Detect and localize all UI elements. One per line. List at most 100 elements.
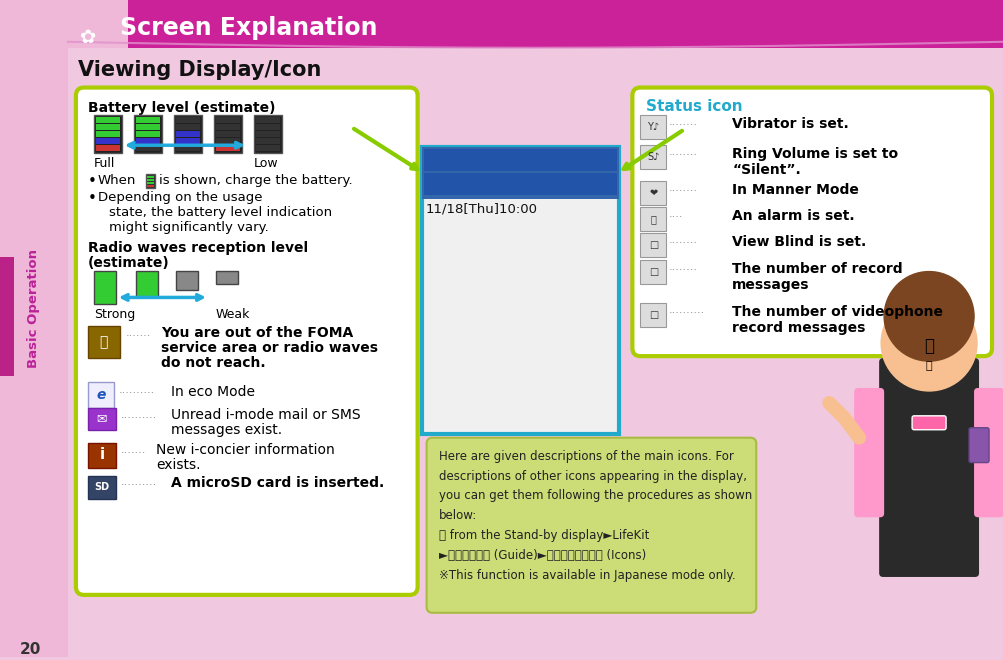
FancyBboxPatch shape	[973, 388, 1003, 517]
Bar	[640, 304, 666, 327]
Bar	[216, 117, 240, 123]
Text: Status icon: Status icon	[646, 100, 742, 114]
Bar	[176, 124, 200, 130]
Text: Radio waves reception level: Radio waves reception level	[88, 241, 308, 255]
Text: Full: Full	[94, 157, 115, 170]
Bar	[0, 257, 14, 376]
Bar	[421, 147, 619, 434]
Text: ※This function is available in Japanese mode only.: ※This function is available in Japanese …	[438, 569, 734, 582]
Bar	[96, 117, 119, 123]
Text: •: •	[88, 174, 96, 189]
Text: A microSD card is inserted.: A microSD card is inserted.	[171, 475, 384, 490]
Bar	[640, 233, 666, 257]
Text: ⓘ from the Stand-by display►LifeKit: ⓘ from the Stand-by display►LifeKit	[438, 529, 648, 543]
Text: “Silent”.: “Silent”.	[731, 163, 800, 177]
Bar	[68, 0, 127, 48]
Bar	[176, 271, 198, 290]
Bar	[216, 124, 240, 130]
Text: View Blind is set.: View Blind is set.	[731, 235, 866, 249]
Bar	[145, 174, 154, 188]
FancyBboxPatch shape	[632, 88, 991, 356]
Text: Weak: Weak	[216, 308, 250, 321]
Text: messages: messages	[731, 278, 809, 292]
Bar	[88, 475, 115, 500]
Bar	[256, 124, 280, 130]
Text: service area or radio waves: service area or radio waves	[160, 341, 377, 355]
FancyBboxPatch shape	[879, 358, 978, 577]
Bar	[88, 382, 113, 408]
Text: 🔔: 🔔	[650, 214, 656, 224]
Text: In eco Mode: In eco Mode	[171, 385, 255, 399]
Bar	[0, 0, 68, 657]
Text: ........: ........	[668, 183, 697, 193]
Text: SD: SD	[94, 482, 109, 492]
Text: exists.: exists.	[155, 457, 201, 472]
Bar	[423, 173, 617, 195]
Bar	[94, 115, 121, 153]
Text: descriptions of other icons appearing in the display,: descriptions of other icons appearing in…	[438, 469, 746, 482]
Bar	[146, 176, 153, 178]
Bar	[96, 145, 119, 151]
Text: Depending on the usage: Depending on the usage	[98, 191, 262, 204]
Text: The number of record: The number of record	[731, 261, 902, 276]
Bar	[421, 147, 619, 199]
FancyBboxPatch shape	[426, 438, 755, 612]
Text: □: □	[648, 310, 657, 320]
Bar	[96, 124, 119, 130]
Bar	[135, 139, 159, 145]
Text: messages exist.: messages exist.	[171, 423, 282, 437]
Text: 11/18[Thu]10:00: 11/18[Thu]10:00	[425, 203, 537, 216]
Bar	[88, 443, 115, 467]
Bar	[146, 185, 153, 187]
FancyBboxPatch shape	[76, 88, 417, 595]
Bar	[256, 139, 280, 145]
Bar	[216, 145, 240, 151]
FancyBboxPatch shape	[854, 388, 884, 517]
FancyBboxPatch shape	[911, 416, 945, 430]
Text: 圏: 圏	[99, 335, 108, 349]
Text: record messages: record messages	[731, 321, 865, 335]
Text: New i-concier information: New i-concier information	[155, 443, 334, 457]
Bar	[640, 145, 666, 169]
Text: is shown, charge the battery.: is shown, charge the battery.	[158, 174, 352, 187]
Text: Here are given descriptions of the main icons. For: Here are given descriptions of the main …	[438, 449, 733, 463]
Text: .......: .......	[125, 328, 151, 339]
Text: 👄: 👄	[925, 361, 932, 371]
Bar	[640, 207, 666, 231]
Bar	[135, 271, 157, 298]
Text: When: When	[98, 174, 136, 187]
Bar	[176, 139, 200, 145]
Bar	[146, 182, 153, 184]
Text: An alarm is set.: An alarm is set.	[731, 209, 855, 223]
Text: □: □	[648, 267, 657, 277]
Text: ►使いかたナビ (Guide)►表示アイコン説明 (Icons): ►使いかたナビ (Guide)►表示アイコン説明 (Icons)	[438, 549, 645, 562]
Text: ❤: ❤	[649, 188, 657, 198]
Text: below:: below:	[438, 510, 476, 522]
Text: (estimate): (estimate)	[88, 255, 170, 270]
Bar	[135, 131, 159, 137]
Text: ..........: ..........	[118, 385, 155, 395]
Text: might significantly vary.: might significantly vary.	[108, 221, 269, 234]
Text: ..........: ..........	[668, 306, 704, 315]
Bar	[94, 271, 115, 304]
Bar	[146, 179, 153, 181]
Text: ........: ........	[668, 147, 697, 157]
Bar	[256, 117, 280, 123]
Bar	[96, 131, 119, 137]
Bar	[68, 48, 1002, 80]
Text: 👀: 👀	[923, 337, 933, 355]
Text: do not reach.: do not reach.	[160, 356, 265, 370]
Bar	[640, 115, 666, 139]
Text: ..........: ..........	[120, 410, 157, 420]
Text: Screen Explanation: Screen Explanation	[119, 16, 377, 40]
Bar	[176, 117, 200, 123]
Bar	[133, 115, 161, 153]
Text: You are out of the FOMA: You are out of the FOMA	[160, 326, 353, 341]
Text: ..........: ..........	[120, 477, 157, 488]
Bar	[135, 145, 159, 151]
FancyBboxPatch shape	[968, 428, 988, 463]
Circle shape	[884, 271, 973, 361]
Text: Battery level (estimate): Battery level (estimate)	[88, 102, 275, 116]
Text: ........: ........	[668, 117, 697, 127]
Text: ✉: ✉	[96, 412, 107, 425]
